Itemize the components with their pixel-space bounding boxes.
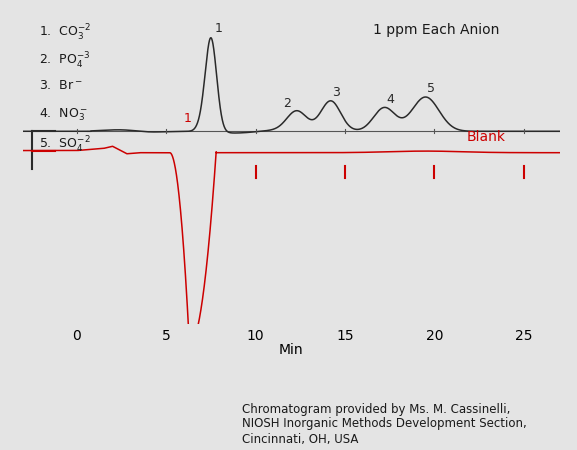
Text: 2: 2 [283, 97, 291, 110]
Text: 1: 1 [215, 22, 222, 35]
Text: 4.  NO$_3^-$: 4. NO$_3^-$ [39, 107, 88, 123]
Text: Chromatogram provided by Ms. M. Cassinelli,
NIOSH Inorganic Methods Development : Chromatogram provided by Ms. M. Cassinel… [242, 402, 527, 446]
X-axis label: Min: Min [279, 342, 304, 357]
Text: 5: 5 [428, 82, 435, 95]
Text: Blank: Blank [467, 130, 506, 144]
Text: 2.  PO$_4^{-3}$: 2. PO$_4^{-3}$ [39, 51, 91, 71]
Text: 5.  SO$_4^{-2}$: 5. SO$_4^{-2}$ [39, 135, 91, 155]
Text: 1 ppm Each Anion: 1 ppm Each Anion [373, 23, 500, 37]
Text: 3.  Br$^-$: 3. Br$^-$ [39, 79, 83, 92]
Text: 1: 1 [183, 112, 192, 125]
Text: 1.  CO$_3^{-2}$: 1. CO$_3^{-2}$ [39, 23, 92, 43]
Text: 3: 3 [332, 86, 340, 99]
Text: 4: 4 [386, 93, 394, 106]
